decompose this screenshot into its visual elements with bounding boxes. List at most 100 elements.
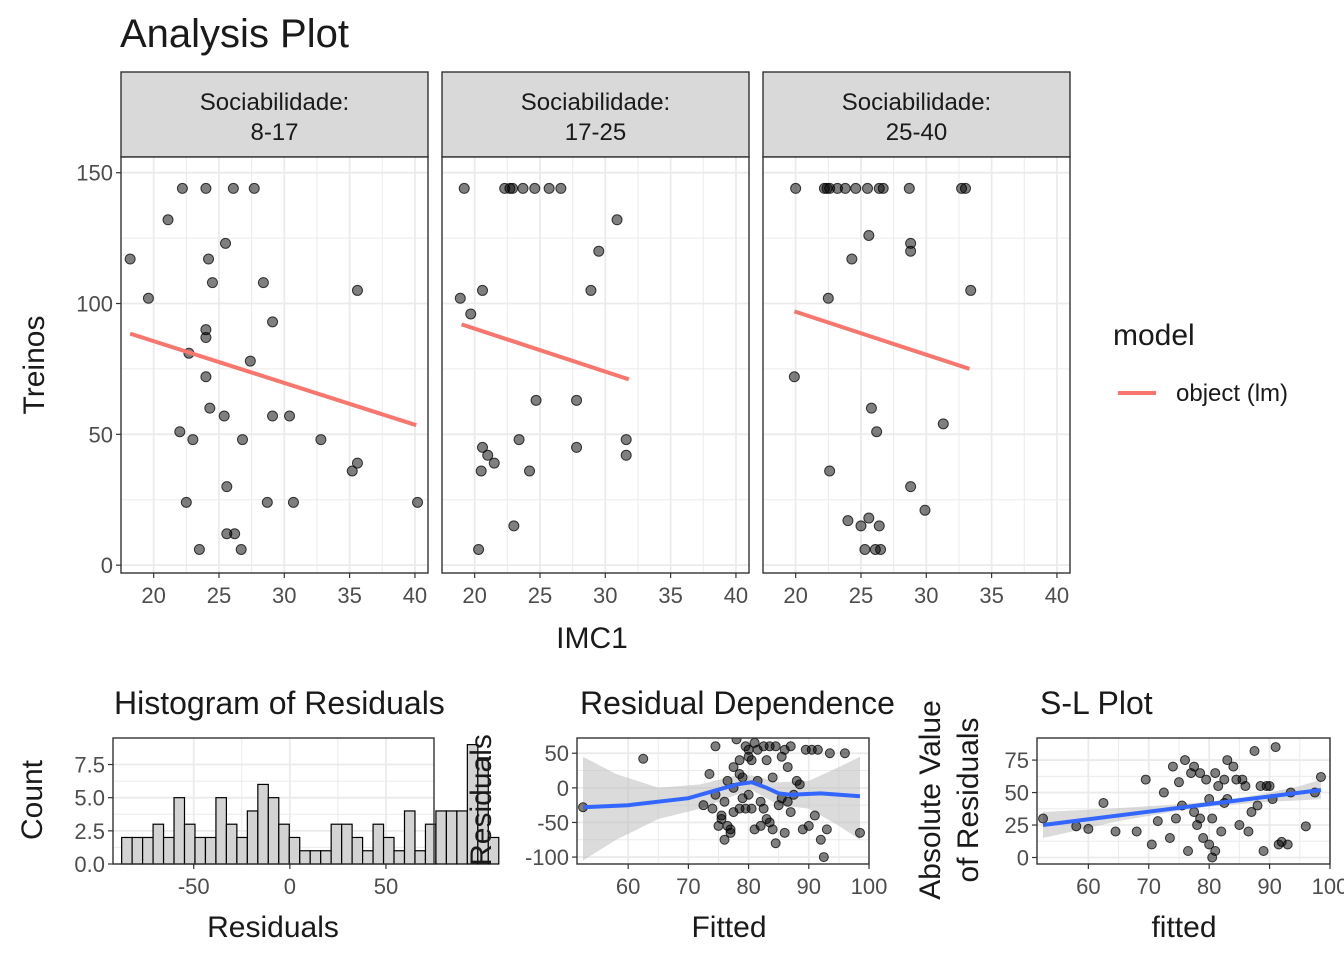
lm-fit-line (129, 331, 417, 428)
data-point (743, 789, 754, 800)
data-point (846, 253, 858, 265)
histogram-bar (162, 836, 175, 865)
facet-strip-label: Sociabilidade: (200, 89, 349, 116)
data-point (1098, 797, 1109, 808)
histogram-bar (173, 797, 186, 865)
data-point (719, 796, 730, 807)
histogram-bar (204, 836, 217, 865)
x-tick-label: 20 (141, 583, 165, 608)
x-tick-label: 30 (914, 583, 938, 608)
data-point (734, 755, 745, 766)
y-tick-label: 50 (1005, 781, 1029, 806)
facet-strip-range: 8-17 (250, 119, 298, 146)
data-point (1140, 774, 1151, 785)
data-point (507, 182, 519, 194)
data-point (1038, 813, 1049, 824)
panel-border (1036, 737, 1331, 865)
confidence-ribbon (583, 756, 860, 861)
data-point (1315, 771, 1326, 782)
histogram-bar (131, 836, 144, 865)
lm-fit-line (793, 309, 971, 371)
data-point (508, 520, 520, 532)
x-tick-label: 50 (374, 874, 398, 899)
data-point (513, 434, 525, 446)
data-point (1180, 755, 1191, 766)
data-point (761, 755, 772, 766)
data-point (803, 820, 814, 831)
data-point (779, 827, 790, 838)
histogram-bar (403, 810, 416, 865)
data-point (737, 772, 748, 783)
data-point (524, 465, 536, 477)
x-tick-label: 90 (797, 874, 821, 899)
x-tick-label: 80 (736, 874, 760, 899)
data-point (698, 800, 709, 811)
x-tick-label: 100 (851, 874, 888, 899)
data-point (1222, 755, 1233, 766)
data-point (351, 457, 363, 469)
data-point (187, 434, 199, 446)
data-point (965, 284, 977, 296)
data-point (351, 284, 363, 296)
data-point (1240, 781, 1251, 792)
smooth-line (1042, 788, 1322, 827)
histogram-bar (414, 850, 427, 865)
data-point (221, 481, 233, 493)
data-point (261, 496, 273, 508)
data-point (862, 182, 874, 194)
data-point (855, 520, 867, 532)
data-point (871, 426, 883, 438)
data-point (865, 402, 877, 414)
data-point (162, 214, 174, 226)
histogram-bar (445, 810, 458, 865)
facet-strip (441, 71, 750, 158)
facet-strip-label: Sociabilidade: (521, 89, 670, 116)
data-point (824, 748, 835, 759)
panel-background (763, 157, 1070, 573)
scale-location-x-title: fitted (1151, 911, 1216, 944)
data-point (790, 182, 802, 194)
data-point (475, 465, 487, 477)
facet-panel-2: Sociabilidade: 17-25 20 25 30 35 40 (441, 71, 750, 608)
data-point (959, 182, 971, 194)
data-point (488, 457, 500, 469)
data-point (206, 277, 218, 289)
data-point (905, 245, 917, 257)
histogram-bar (361, 850, 374, 865)
data-point (593, 245, 605, 257)
data-point (903, 182, 915, 194)
x-tick-label: 20 (783, 583, 807, 608)
facet-strip-range: 25-40 (886, 119, 947, 146)
data-point (1264, 781, 1275, 792)
y-tick-label: 75 (1005, 748, 1029, 773)
x-tick-label: 40 (724, 583, 748, 608)
data-point (822, 292, 834, 304)
x-tick-label: 70 (1137, 874, 1161, 899)
panel-background (121, 157, 428, 573)
histogram-bar (236, 836, 248, 865)
residual-dependence-chart: 60 70 80 90 100 -100 -50 0 50 Residual Dependence… (465, 685, 895, 944)
data-point (176, 182, 188, 194)
data-point (731, 738, 742, 745)
data-point (821, 824, 832, 835)
x-tick-label: 35 (658, 583, 682, 608)
data-point (707, 803, 718, 814)
data-point (1300, 821, 1311, 832)
data-point (193, 543, 205, 555)
facet-strip-range: 17-25 (565, 119, 626, 146)
data-point (174, 426, 186, 438)
panel-background (442, 157, 749, 573)
data-point (229, 528, 241, 540)
data-point (1189, 761, 1200, 772)
y-tick-label: 150 (76, 161, 113, 186)
y-tick-label: 50 (89, 422, 113, 447)
data-point (704, 769, 715, 779)
data-point (412, 496, 424, 508)
data-point (725, 827, 736, 838)
data-point (473, 543, 485, 555)
data-point (267, 316, 279, 328)
data-point (839, 182, 851, 194)
data-point (719, 834, 730, 845)
data-point (620, 434, 632, 446)
x-tick-label: 30 (593, 583, 617, 608)
